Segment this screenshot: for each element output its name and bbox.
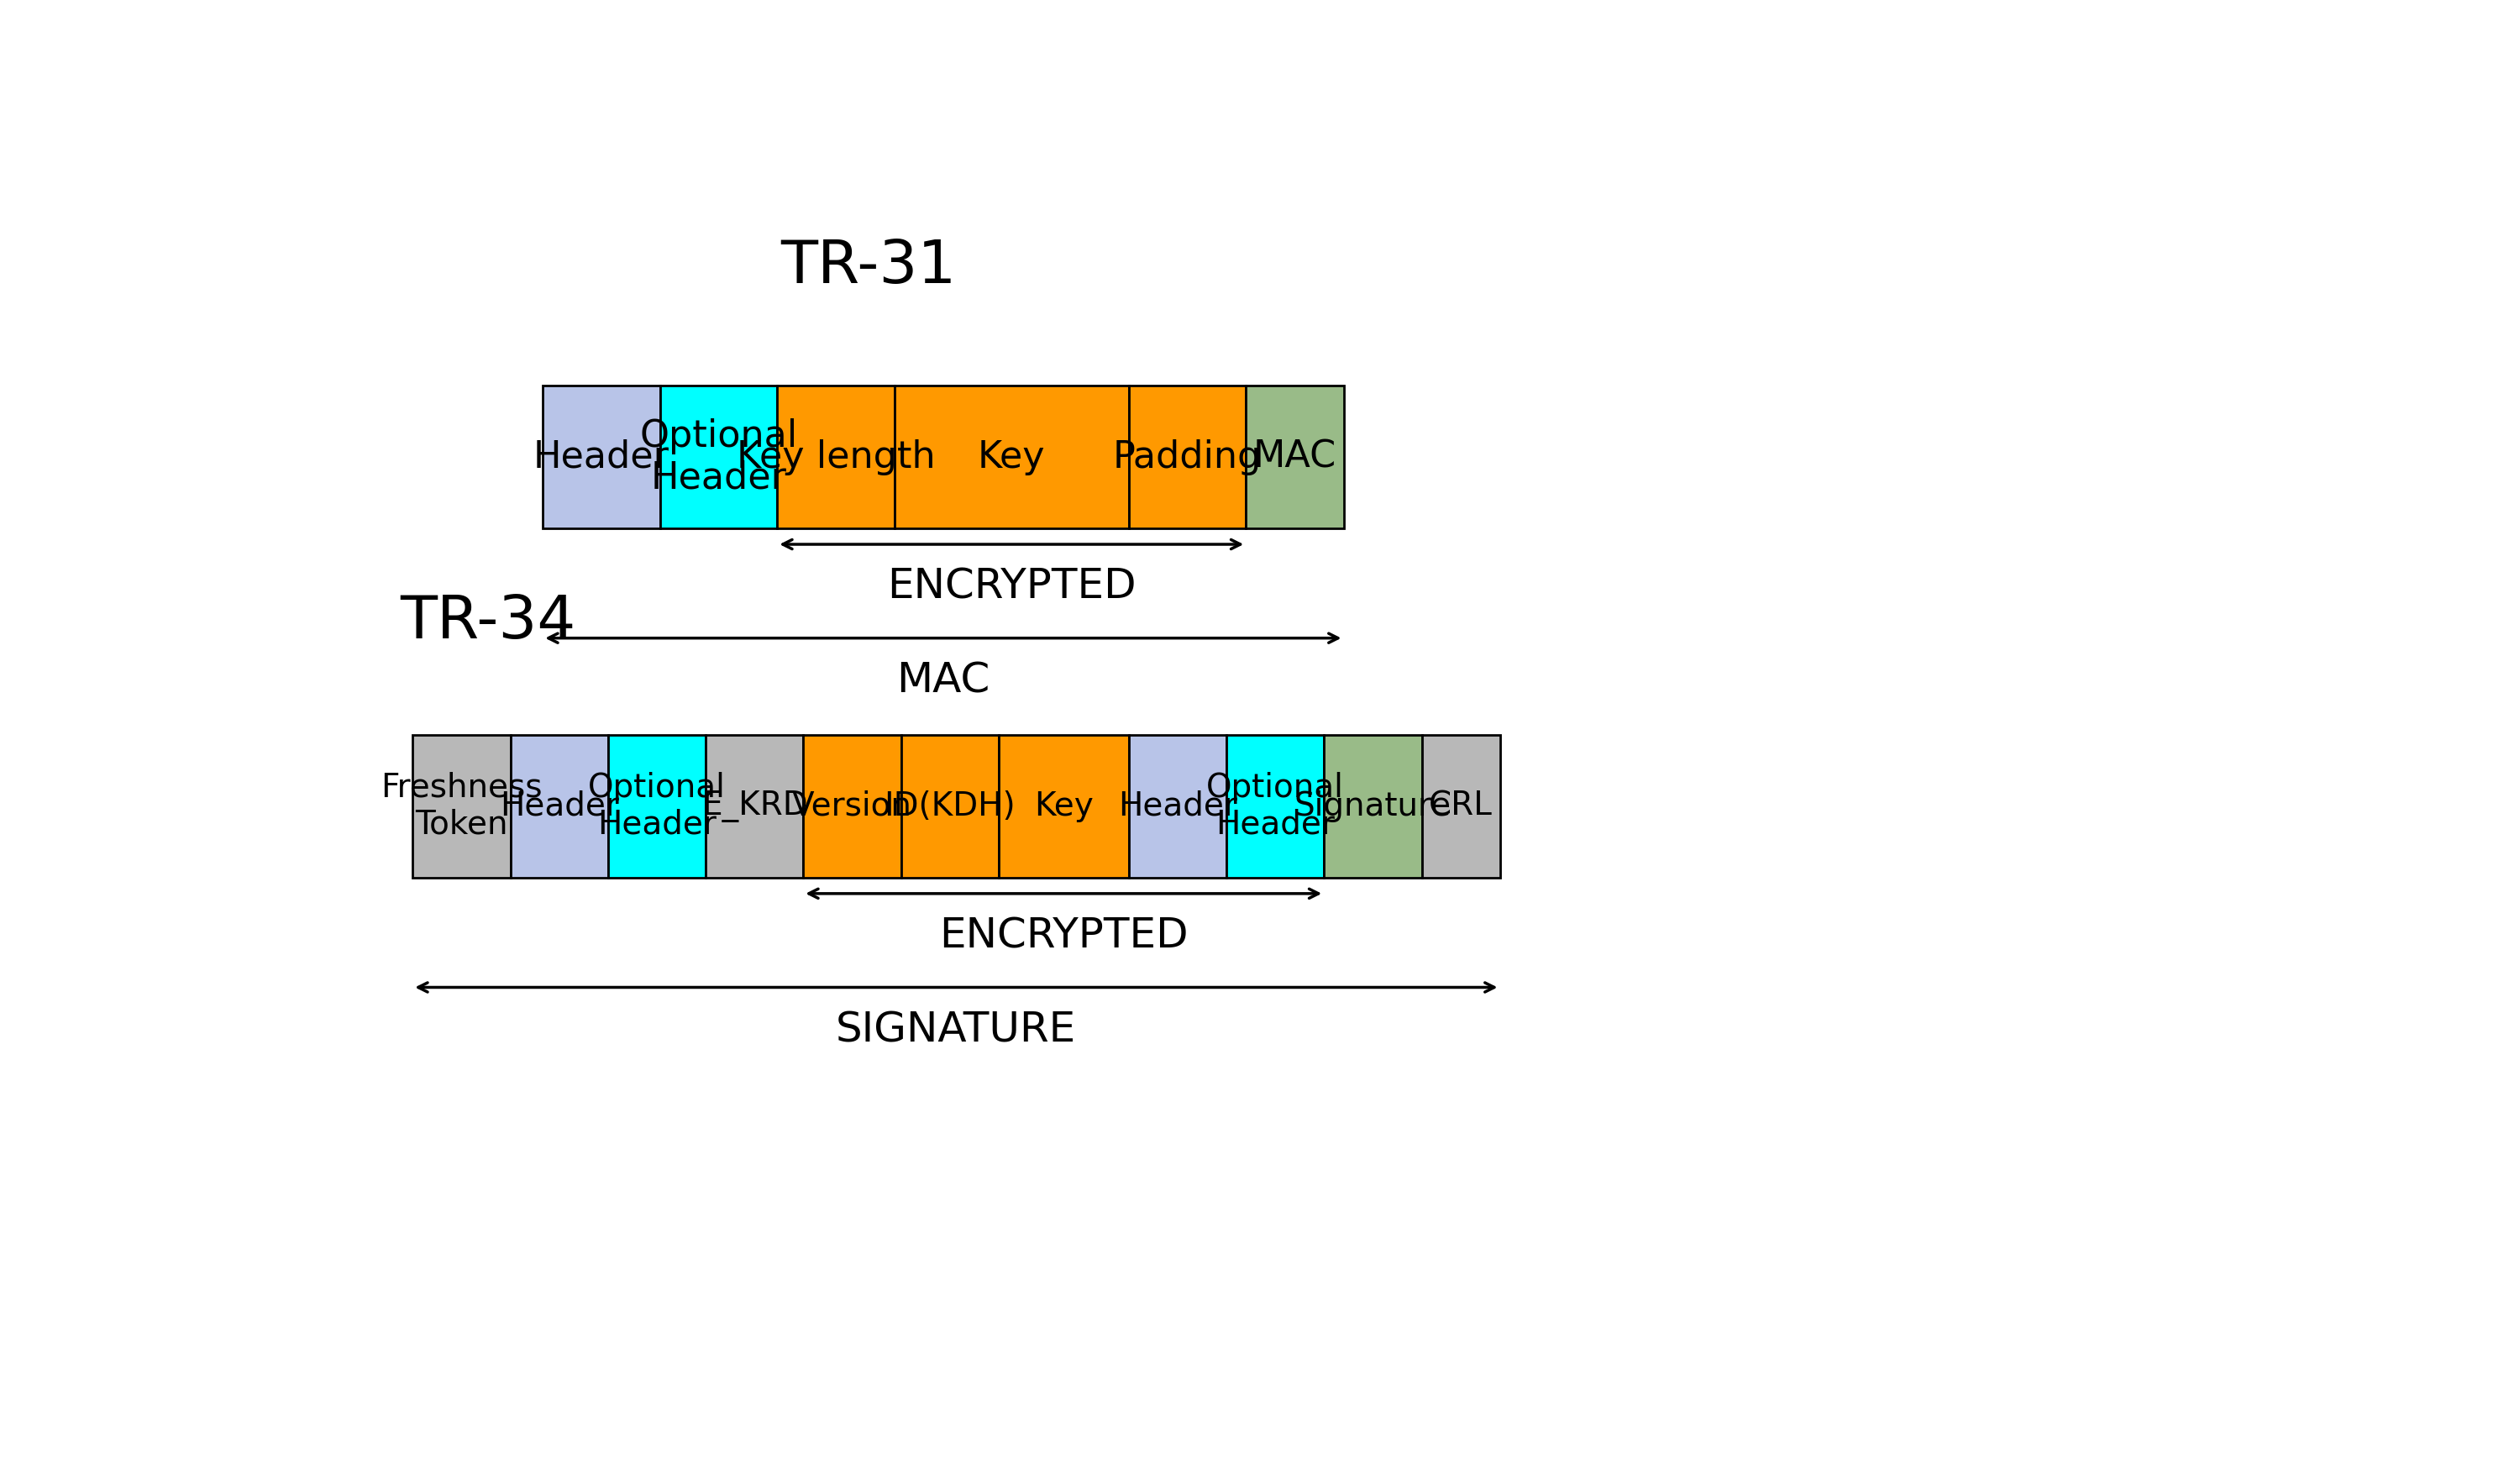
Text: MAC: MAC [897,660,990,702]
Text: Header: Header [499,790,620,823]
Bar [902,736,998,878]
Bar [804,736,902,878]
Text: Freshness
Token: Freshness Token [381,771,542,841]
Text: SIGNATURE: SIGNATURE [837,1009,1076,1051]
Text: Key length: Key length [736,440,935,475]
Text: CRL: CRL [1429,790,1492,823]
Bar [1129,736,1227,878]
Text: ID(KDH): ID(KDH) [885,790,1016,823]
Bar [895,386,1129,528]
Text: ENCRYPTED: ENCRYPTED [940,916,1189,956]
Text: Header: Header [534,440,670,475]
Bar [660,386,776,528]
Bar [776,386,895,528]
Text: TR-31: TR-31 [781,237,955,296]
Bar [509,736,607,878]
Bar [1323,736,1421,878]
Text: Signature: Signature [1295,790,1452,823]
Bar [1421,736,1499,878]
Text: Key: Key [1033,790,1094,823]
Text: ENCRYPTED: ENCRYPTED [887,567,1137,607]
Bar [607,736,706,878]
Bar [542,386,660,528]
Bar [1227,736,1323,878]
Text: Optional
Header: Optional Header [1207,771,1343,841]
Bar [1245,386,1343,528]
Text: Version: Version [791,790,912,823]
Text: MAC: MAC [1252,440,1336,475]
Bar [413,736,509,878]
Bar [706,736,804,878]
Text: Optional
Header: Optional Header [587,771,726,841]
Text: Header: Header [1119,790,1237,823]
Bar [1129,386,1245,528]
Text: Key: Key [978,440,1046,475]
Bar [998,736,1129,878]
Text: Padding: Padding [1114,440,1263,475]
Text: Optional
Header: Optional Header [640,417,799,496]
Text: E_KRD: E_KRD [701,790,806,823]
Text: TR-34: TR-34 [401,593,575,651]
